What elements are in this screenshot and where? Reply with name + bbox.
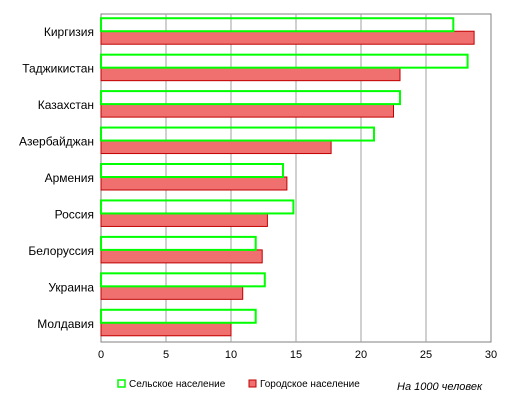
bar-urban [100,285,244,300]
bar-rural [100,272,266,288]
category-label: Азербайджан [19,135,94,149]
units-note: На 1000 человек [397,381,483,393]
bar-rural [100,308,257,324]
legend-label-urban: Городское население [260,379,360,390]
category-label: Таджикистан [22,62,94,76]
bar-rural [100,235,257,251]
category-labels: Киргизия Таджикистан Казахстан Азербайджан А… [19,25,94,331]
bar-rural [100,163,284,178]
category-label: Киргизия [44,25,94,39]
bar-urban [100,103,394,118]
legend-swatch-urban [248,379,257,388]
category-label: Белоруссия [28,244,94,258]
bar-urban [100,249,263,264]
bar-urban [100,67,401,82]
category-label: Украина [48,280,94,294]
bar-rural [100,53,469,69]
x-tick-label: 30 [485,349,497,361]
x-tick-label: 25 [420,349,432,361]
legend-swatch-rural [117,379,126,388]
category-label: Россия [55,207,94,221]
bar-urban [100,140,332,155]
legend-label-rural: Сельское население [129,379,226,390]
bar-urban [100,30,475,45]
bar-urban [100,212,268,227]
legend: Сельское население Городское население [117,379,360,390]
bar-rural [100,17,455,33]
x-tick-label: 10 [225,349,237,361]
bar-urban [100,322,232,337]
bar-rural [100,90,401,106]
x-tick-labels: 0 5 10 15 20 25 30 [98,349,497,361]
category-label: Молдавия [37,317,94,331]
x-tick-label: 0 [98,349,104,361]
x-tick-label: 20 [355,349,367,361]
bars [100,17,475,337]
bar-rural [100,126,375,142]
x-tick-label: 5 [163,349,169,361]
category-label: Армения [45,171,94,185]
bar-urban [100,176,288,191]
category-label: Казахстан [38,98,94,112]
bar-rural [100,199,295,215]
x-tick-label: 15 [290,349,302,361]
